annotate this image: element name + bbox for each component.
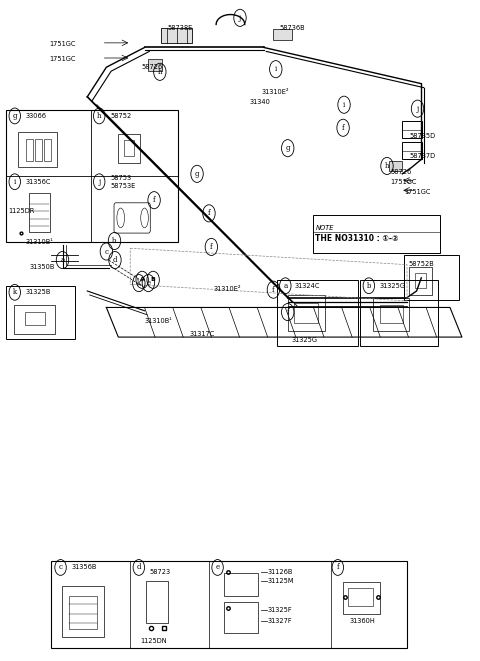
Text: a: a xyxy=(60,256,65,264)
Text: 58735D: 58735D xyxy=(409,134,435,139)
Text: g: g xyxy=(286,144,290,152)
Text: 31125M: 31125M xyxy=(268,578,294,584)
Text: 58726: 58726 xyxy=(141,64,162,70)
Text: b: b xyxy=(367,282,371,290)
Text: 1751GC: 1751GC xyxy=(49,41,75,47)
Text: 31310E²: 31310E² xyxy=(214,286,241,292)
Bar xyxy=(6,286,75,339)
Text: c: c xyxy=(59,563,62,572)
Text: 31356B: 31356B xyxy=(72,564,97,570)
Text: 1125DN: 1125DN xyxy=(141,638,168,644)
Text: f: f xyxy=(153,196,156,204)
Text: j: j xyxy=(239,14,241,22)
Text: h: h xyxy=(97,112,101,120)
Text: 31317C: 31317C xyxy=(190,330,215,337)
Text: 58723: 58723 xyxy=(149,569,170,575)
Text: 33066: 33066 xyxy=(25,113,46,119)
Text: f: f xyxy=(287,308,289,316)
Text: e: e xyxy=(216,563,220,572)
Text: 31324C: 31324C xyxy=(295,283,320,289)
Bar xyxy=(51,561,407,648)
Text: 1751GC: 1751GC xyxy=(390,178,417,184)
Text: A: A xyxy=(140,278,144,282)
Text: h: h xyxy=(157,68,162,76)
Text: g: g xyxy=(195,170,199,178)
FancyBboxPatch shape xyxy=(161,28,192,43)
Text: B: B xyxy=(151,278,156,282)
Text: d: d xyxy=(137,563,141,572)
Text: f: f xyxy=(336,563,339,572)
Text: 58726: 58726 xyxy=(390,169,411,175)
Text: 31325G: 31325G xyxy=(379,283,405,289)
Text: 58752: 58752 xyxy=(110,113,132,119)
Text: 58737D: 58737D xyxy=(409,153,435,159)
Text: c: c xyxy=(104,247,108,256)
Text: i: i xyxy=(275,65,277,73)
Text: f: f xyxy=(210,243,213,251)
Text: f: f xyxy=(272,286,275,293)
Text: 31356C: 31356C xyxy=(25,178,51,184)
Text: 1751GC: 1751GC xyxy=(405,189,431,195)
Text: 31350B: 31350B xyxy=(30,264,55,270)
Text: k: k xyxy=(137,279,141,287)
Text: 31340: 31340 xyxy=(250,99,270,105)
Text: 31360H: 31360H xyxy=(350,619,375,625)
Bar xyxy=(312,215,441,253)
Text: 31327F: 31327F xyxy=(268,619,292,625)
Text: 1125DR: 1125DR xyxy=(9,208,35,214)
Text: 31325B: 31325B xyxy=(25,290,50,295)
Text: 58738E: 58738E xyxy=(168,24,193,30)
Bar xyxy=(404,254,458,299)
Text: a: a xyxy=(283,282,288,290)
Text: i: i xyxy=(343,100,345,108)
Text: i: i xyxy=(13,178,16,186)
Text: 58753E: 58753E xyxy=(110,182,135,188)
Text: g: g xyxy=(12,112,17,120)
Text: f: f xyxy=(342,124,344,132)
Text: 58752B: 58752B xyxy=(408,260,434,267)
Text: 31325F: 31325F xyxy=(268,607,292,613)
Text: 31310B¹: 31310B¹ xyxy=(25,239,53,245)
Text: j: j xyxy=(98,178,100,186)
Bar xyxy=(277,280,359,346)
Bar xyxy=(6,110,178,242)
Text: 58753: 58753 xyxy=(110,175,132,181)
FancyBboxPatch shape xyxy=(389,161,402,171)
Text: f: f xyxy=(208,210,210,217)
Text: 58736B: 58736B xyxy=(280,24,305,30)
Text: NOTE: NOTE xyxy=(315,225,334,231)
Text: 31310E²: 31310E² xyxy=(262,89,289,95)
Text: d: d xyxy=(113,256,117,264)
Text: h: h xyxy=(385,162,389,170)
Text: 31126B: 31126B xyxy=(268,569,293,575)
FancyBboxPatch shape xyxy=(148,59,162,71)
Text: 1751GC: 1751GC xyxy=(49,56,75,62)
Text: j: j xyxy=(417,104,419,112)
Text: 31325G: 31325G xyxy=(291,336,318,342)
Text: b: b xyxy=(112,237,117,245)
Bar xyxy=(360,280,438,346)
Text: k: k xyxy=(12,288,17,296)
Text: THE NO31310 : ①-②: THE NO31310 : ①-② xyxy=(315,234,399,243)
Text: 31310B¹: 31310B¹ xyxy=(144,318,172,324)
FancyBboxPatch shape xyxy=(274,29,291,40)
Text: e: e xyxy=(146,279,150,287)
